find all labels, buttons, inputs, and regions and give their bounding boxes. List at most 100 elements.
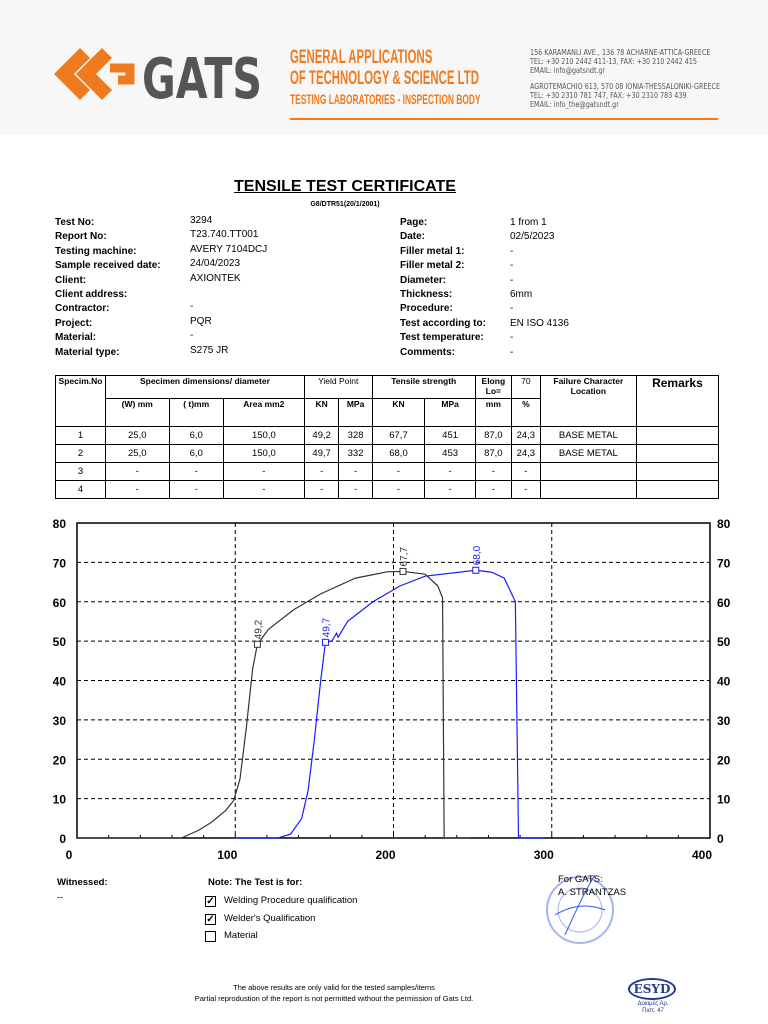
table-cell: -	[424, 480, 476, 499]
results-table: Specim.No Specimen dimensions/ diameter …	[55, 375, 720, 499]
x-tick-label: 300	[534, 848, 554, 860]
field-label: Comments:	[400, 346, 456, 358]
field-label: Material type:	[55, 346, 120, 358]
peak-marker	[399, 567, 407, 575]
table-row: 3---------	[55, 462, 720, 481]
table-cell: 25,0	[105, 444, 170, 463]
field-value: 3294	[190, 215, 213, 226]
table-cell: 1	[55, 426, 106, 445]
table-row: 2 25,0 6,0 150,0 49,7 332 68,0 453 87,0 24,3 BASE …	[55, 444, 720, 463]
table-cell	[635, 462, 720, 481]
table-cell: 3	[55, 462, 106, 481]
table-cell: -	[510, 462, 541, 481]
table-cell: BASE METAL	[539, 444, 637, 463]
y-tick-label-right: 50	[717, 635, 731, 649]
y-tick-label-left: 20	[53, 753, 67, 767]
table-cell: -	[168, 462, 224, 481]
note-label: Note: The Test is for:	[208, 877, 303, 888]
field-value: 1 from 1	[510, 217, 547, 228]
y-tick-label-left: 70	[53, 556, 67, 570]
field-label: Test according to:	[400, 317, 486, 329]
field-value: -	[510, 274, 514, 286]
y-tick-label-left: 0	[59, 832, 66, 846]
field-value: -	[510, 245, 514, 257]
th-sub: (W) mm	[105, 398, 170, 427]
company-address: 156 KARAMANLI AVE., 136 78 ACHARNE-ATTIC…	[530, 48, 721, 110]
marker-label: 49,2	[253, 619, 264, 639]
checkbox-checked[interactable]: ✓	[205, 913, 216, 925]
table-cell: BASE METAL	[539, 426, 637, 445]
field-label: Testing machine:	[55, 245, 137, 257]
accreditation-number: Δοκιμές Αρ. Πιστ. 47	[637, 1001, 669, 1014]
field-label: Diameter:	[400, 274, 447, 286]
peak-marker	[253, 640, 261, 648]
field-label: Test No:	[55, 217, 95, 228]
field-label: Thickness:	[400, 289, 453, 300]
table-cell: 328	[338, 426, 373, 445]
table-cell: -	[338, 480, 373, 499]
table-cell	[635, 480, 720, 499]
witnessed-value: --	[57, 892, 64, 903]
marker-label: 67,7	[399, 547, 410, 567]
table-cell: 150,0	[222, 444, 305, 463]
signatory-name: A. STRANTZAS	[558, 887, 627, 898]
svg-text:GATS: GATS	[142, 47, 262, 106]
table-cell: -	[371, 480, 426, 499]
table-cell: 49,7	[303, 444, 340, 463]
field-value: EN ISO 4136	[510, 317, 569, 329]
check-label: Welding Procedure qualification	[224, 895, 358, 906]
gats-stamp	[546, 874, 614, 944]
table-cell: 68,0	[371, 444, 426, 463]
table-cell: 4	[55, 480, 106, 499]
field-value: -	[190, 330, 194, 342]
series-line-2	[233, 569, 544, 839]
doc-code: G8/DTR51(20/1/2001)	[310, 201, 380, 208]
field-label: Sample received date:	[55, 260, 161, 272]
field-value: -	[510, 332, 514, 344]
field-value: 02/5/2023	[510, 231, 555, 243]
header-divider	[290, 118, 718, 120]
y-tick-label-left: 50	[53, 635, 67, 649]
field-value: -	[510, 260, 514, 272]
marker-label: 49,7	[321, 617, 332, 637]
table-cell: 453	[424, 444, 476, 463]
field-label: Page:	[400, 217, 428, 228]
x-tick-label: 200	[375, 848, 395, 860]
y-tick-label-left: 40	[53, 675, 67, 689]
th-elong: Elong Lo=	[474, 375, 512, 399]
table-row: 4---------	[55, 480, 720, 499]
field-value: S275 JR	[190, 344, 229, 356]
y-tick-label-right: 60	[717, 596, 731, 610]
field-label: Filler metal 1:	[400, 245, 465, 257]
marker-label: 68,0	[472, 545, 483, 565]
checkbox-unchecked[interactable]	[205, 931, 216, 942]
th-sub: ( t)mm	[168, 398, 224, 427]
th-tensile: Tensile strength	[371, 375, 476, 399]
table-cell	[635, 426, 720, 445]
th-sub: KN	[371, 398, 426, 427]
table-cell: 6,0	[168, 426, 224, 445]
th-yield: Yield Point	[303, 375, 373, 399]
doc-title: TENSILE TEST CERTIFICATE	[234, 178, 456, 195]
table-cell: 150,0	[222, 426, 305, 445]
table-cell: -	[474, 480, 512, 499]
y-tick-label-right: 30	[717, 714, 731, 728]
th-dimensions: Specimen dimensions/ diameter	[105, 375, 305, 399]
table-cell: 24,3	[510, 426, 541, 445]
field-label: Client address:	[55, 289, 128, 300]
y-tick-label-right: 70	[717, 556, 731, 570]
table-cell: 49,2	[303, 426, 340, 445]
disclaimer-2: Partial reprodustion of the report is no…	[194, 994, 474, 1003]
y-tick-label-left: 60	[53, 596, 67, 610]
y-tick-label-right: 0	[717, 832, 724, 846]
y-tick-label-right: 80	[717, 517, 731, 531]
x-tick-label: 0	[66, 848, 73, 860]
field-value: AVERY 7104DCJ	[190, 243, 268, 255]
table-cell: -	[105, 462, 170, 481]
checkbox-checked[interactable]: ✓	[205, 896, 216, 907]
table-cell: -	[424, 462, 476, 481]
for-gats-label: For GATS:	[558, 874, 603, 885]
field-value: PQR	[190, 315, 212, 327]
y-tick-label-left: 30	[53, 714, 67, 728]
table-cell	[539, 480, 637, 499]
